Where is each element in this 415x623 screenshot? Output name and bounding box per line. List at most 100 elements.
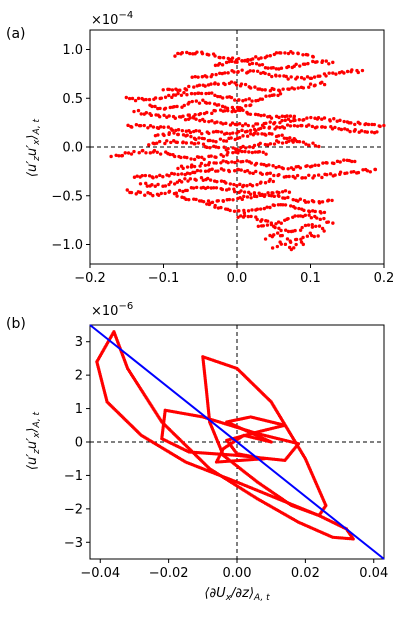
data-point bbox=[292, 87, 297, 91]
data-point bbox=[251, 69, 256, 73]
data-point bbox=[278, 74, 282, 78]
data-point bbox=[378, 124, 382, 129]
data-point bbox=[310, 164, 314, 168]
data-point bbox=[200, 155, 204, 159]
data-point bbox=[307, 173, 311, 177]
data-point bbox=[301, 53, 305, 57]
data-point bbox=[258, 141, 262, 146]
data-point bbox=[197, 129, 202, 133]
data-point bbox=[236, 129, 241, 134]
data-point bbox=[124, 95, 129, 100]
data-point bbox=[265, 171, 270, 176]
data-point bbox=[134, 123, 139, 127]
data-point bbox=[112, 331, 117, 335]
data-point bbox=[213, 54, 217, 58]
data-point bbox=[187, 84, 191, 89]
data-point bbox=[188, 130, 193, 135]
data-point bbox=[284, 74, 288, 79]
data-point bbox=[256, 224, 261, 228]
data-point bbox=[248, 112, 253, 116]
data-point bbox=[173, 116, 178, 120]
data-point bbox=[293, 214, 297, 218]
data-point bbox=[226, 108, 230, 113]
data-point bbox=[144, 181, 148, 186]
data-point bbox=[196, 75, 200, 79]
data-point bbox=[295, 173, 300, 178]
data-point bbox=[181, 166, 185, 171]
data-point bbox=[291, 51, 295, 55]
data-point bbox=[280, 114, 285, 118]
data-point bbox=[216, 94, 220, 99]
data-point bbox=[335, 159, 340, 164]
data-point bbox=[138, 190, 143, 195]
data-point bbox=[179, 180, 184, 184]
data-point bbox=[295, 75, 300, 79]
data-point bbox=[159, 96, 164, 100]
data-point bbox=[254, 161, 259, 166]
data-point bbox=[143, 173, 148, 178]
data-point bbox=[219, 205, 223, 210]
data-point bbox=[286, 51, 291, 56]
y-axis-label-a: ⟨u′zu′x⟩A, t bbox=[25, 118, 42, 177]
data-point bbox=[153, 104, 157, 109]
data-point bbox=[257, 63, 262, 67]
data-point bbox=[280, 233, 284, 238]
data-point bbox=[320, 200, 325, 204]
data-point bbox=[195, 168, 200, 173]
y-tick-label: −2 bbox=[64, 502, 83, 517]
data-point bbox=[223, 109, 227, 113]
data-point bbox=[197, 136, 201, 140]
data-point bbox=[262, 113, 266, 117]
data-point bbox=[158, 106, 162, 111]
data-point bbox=[225, 131, 229, 136]
data-point bbox=[189, 157, 193, 161]
data-point bbox=[318, 217, 322, 222]
data-point bbox=[266, 143, 270, 147]
data-point bbox=[239, 189, 243, 193]
data-point bbox=[276, 93, 280, 98]
data-point bbox=[345, 171, 349, 175]
data-point bbox=[255, 207, 260, 211]
data-point bbox=[312, 234, 316, 239]
data-point bbox=[114, 153, 118, 157]
data-point bbox=[189, 91, 194, 96]
data-point bbox=[214, 155, 218, 159]
data-point bbox=[213, 81, 217, 85]
data-point bbox=[232, 182, 236, 187]
data-point bbox=[285, 237, 290, 241]
data-point bbox=[126, 123, 130, 128]
data-point bbox=[252, 131, 257, 136]
data-point bbox=[187, 100, 191, 105]
data-point bbox=[196, 155, 201, 159]
data-point bbox=[285, 123, 290, 127]
data-point bbox=[193, 92, 197, 96]
data-point bbox=[194, 178, 198, 182]
data-point bbox=[162, 133, 166, 138]
data-point bbox=[175, 194, 179, 198]
data-point bbox=[185, 155, 189, 160]
data-point bbox=[241, 134, 245, 138]
data-point bbox=[159, 191, 164, 196]
data-point bbox=[282, 126, 287, 130]
data-point bbox=[333, 125, 337, 130]
data-point bbox=[194, 129, 198, 133]
data-point bbox=[285, 136, 289, 141]
data-point bbox=[154, 175, 159, 179]
data-point bbox=[313, 83, 317, 87]
data-point bbox=[181, 189, 185, 194]
data-point bbox=[255, 182, 259, 187]
data-point bbox=[324, 74, 328, 78]
data-point bbox=[222, 139, 226, 143]
data-point bbox=[301, 242, 305, 247]
data-point bbox=[322, 216, 326, 221]
data-point bbox=[307, 213, 311, 217]
data-point bbox=[244, 98, 248, 102]
data-point bbox=[262, 125, 266, 130]
data-point bbox=[296, 86, 300, 90]
data-point bbox=[117, 154, 121, 158]
data-point bbox=[239, 214, 243, 218]
x-tick-label: −0.02 bbox=[149, 566, 189, 581]
data-point bbox=[356, 170, 361, 175]
data-point bbox=[249, 196, 253, 200]
data-point bbox=[125, 188, 129, 192]
